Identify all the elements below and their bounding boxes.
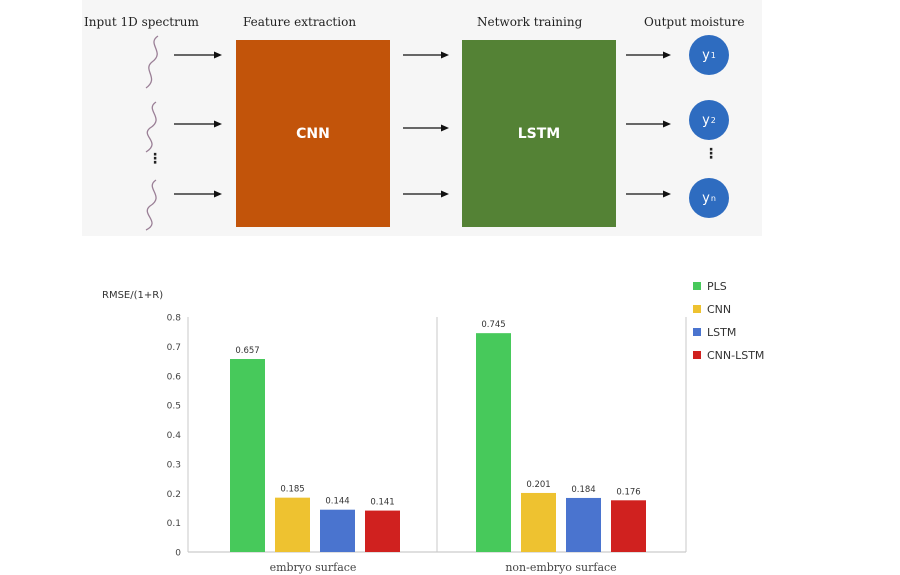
bar-pls-0 [230,359,265,552]
y-tick-label: 0.2 [167,490,181,500]
pipeline-graphics [145,35,671,231]
bar-value-label: 0.185 [280,485,304,495]
stage-title-feature: Feature extraction [243,15,357,29]
output-subscript: n [710,193,716,203]
bar-cnn-lstm-0 [365,510,400,552]
y-axis-label: RMSE/(1+R) [102,290,163,301]
bar-pls-1 [476,333,511,552]
y-tick-label: 0.4 [167,431,182,441]
output-symbol: y [702,190,710,206]
legend-label-cnn-lstm: CNN-LSTM [707,349,764,362]
legend-label-cnn: CNN [707,303,731,316]
bar-cnn-0 [275,497,310,552]
bar-value-label: 0.144 [325,497,349,507]
legend-swatch-lstm [693,328,701,336]
bar-lstm-1 [566,497,601,552]
legend-swatch-cnn-lstm [693,351,701,359]
spectrum-curve [145,35,159,89]
category-label-embryo: embryo surface [270,561,357,574]
bar-value-label: 0.176 [616,487,640,497]
legend-label-pls: PLS [707,280,727,293]
category-label-non-embryo: non-embryo surface [505,561,616,574]
legend-label-lstm: LSTM [707,326,736,339]
pipeline-diagram [82,0,762,236]
cnn-block: CNN [236,40,390,227]
y-tick-label: 0 [175,549,181,559]
y-tick-label: 0.8 [167,314,182,324]
y-tick-label: 0.3 [167,460,181,470]
cnn-label: CNN [296,125,330,142]
stage-title-input: Input 1D spectrum [84,15,199,29]
spectrum-curve [145,179,157,231]
stage-title-training: Network training [477,15,583,29]
y-tick-label: 0.7 [167,343,181,353]
output-symbol: y [702,112,710,128]
output-subscript: 1 [710,50,716,60]
bar-value-label: 0.745 [481,320,505,330]
bar-value-label: 0.201 [526,480,550,490]
bar-value-label: 0.141 [370,498,394,508]
y-tick-label: 0.1 [167,519,181,529]
bar-value-label: 0.657 [235,346,259,356]
y-tick-label: 0.6 [167,372,182,382]
spectrum-curve [145,101,157,153]
y-tick-label: 0.5 [167,402,181,412]
bar-cnn-1 [521,492,556,552]
bar-lstm-0 [320,509,355,552]
output-subscript: 2 [710,115,716,125]
legend-swatch-cnn [693,305,701,313]
lstm-label: LSTM [517,125,561,142]
bar-value-label: 0.184 [571,485,595,495]
stage-title-output: Output moisture [644,15,745,29]
output-symbol: y [702,47,710,63]
legend-swatch-pls [693,282,701,290]
bar-cnn-lstm-1 [611,500,646,552]
lstm-block: LSTM [462,40,616,227]
